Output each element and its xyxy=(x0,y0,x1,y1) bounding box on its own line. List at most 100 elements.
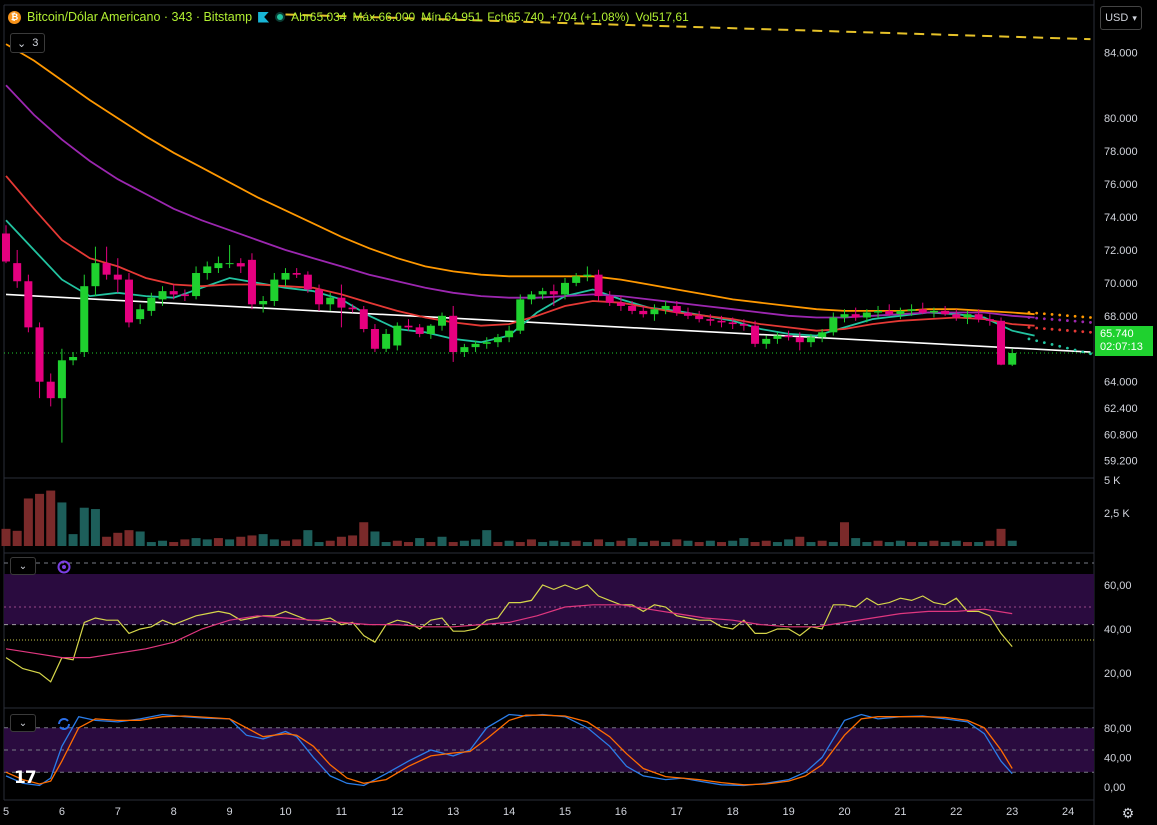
candle xyxy=(840,314,849,318)
candle xyxy=(393,325,402,346)
forecast-dot xyxy=(1066,314,1069,318)
volume-bar xyxy=(471,539,481,546)
candle xyxy=(247,259,256,305)
forecast-dot xyxy=(1073,329,1077,333)
volume-tick-label: 5 K xyxy=(1104,475,1121,487)
volume-bar xyxy=(213,538,223,546)
candle xyxy=(795,337,804,343)
candle xyxy=(315,289,324,305)
volume-bar xyxy=(962,542,972,546)
forecast-dot xyxy=(1042,317,1046,321)
indicators-toggle-button[interactable]: ⌄ 3 xyxy=(10,33,46,53)
volume-bar xyxy=(448,542,458,546)
forecast-dot xyxy=(1027,325,1031,329)
stoch-collapse-button[interactable]: ⌄ xyxy=(10,714,36,732)
volume-bar xyxy=(683,540,693,546)
stoch-refresh-icon[interactable] xyxy=(56,716,72,732)
volume-bar xyxy=(582,542,592,546)
forecast-dot xyxy=(1073,314,1077,318)
volume-bar xyxy=(918,542,928,546)
rsi-line xyxy=(5,604,1013,659)
volume-bar xyxy=(862,542,872,546)
forecast-dot xyxy=(1089,330,1092,334)
candle xyxy=(158,291,167,300)
volume-bar xyxy=(146,542,156,546)
candle xyxy=(818,332,827,338)
volume-bar xyxy=(23,498,33,546)
volume-bar xyxy=(191,538,201,546)
symbol-header: ₿ Bitcoin/Dólar Americano · 343 · Bitsta… xyxy=(8,7,689,27)
stoch-line xyxy=(5,714,1013,786)
candle xyxy=(829,317,838,333)
candle xyxy=(583,274,592,277)
y-tick-label: 64.000 xyxy=(1104,377,1138,389)
forecast-dot xyxy=(1042,341,1046,344)
forecast-dot xyxy=(1073,319,1077,323)
candle xyxy=(639,310,648,315)
volume-bar xyxy=(538,542,548,546)
volume-bar xyxy=(594,539,604,546)
candle xyxy=(784,335,793,338)
candle xyxy=(214,263,223,269)
forecast-dot xyxy=(1042,312,1046,316)
candle xyxy=(169,291,178,295)
volume-bar xyxy=(247,535,257,546)
volume-bar xyxy=(694,542,704,546)
candle xyxy=(594,274,603,297)
candle xyxy=(57,360,66,399)
forecast-dot xyxy=(1081,320,1085,324)
rsi-settings-icon[interactable] xyxy=(56,559,72,575)
candle xyxy=(616,302,625,306)
forecast-dot xyxy=(1089,321,1092,324)
candle xyxy=(180,294,189,297)
gear-icon[interactable]: ⚙ xyxy=(1121,804,1135,821)
y-tick-label: 60.800 xyxy=(1104,429,1138,441)
candle xyxy=(91,263,100,287)
volume-bar xyxy=(717,542,727,546)
volume-bar xyxy=(415,538,425,546)
volume-bar xyxy=(303,530,313,546)
volume-bar xyxy=(459,540,469,546)
forecast-dot xyxy=(1035,326,1039,330)
volume-bar xyxy=(1,528,11,546)
volume-bar xyxy=(929,540,939,546)
moving-average-line xyxy=(5,43,1035,316)
y-tick-label: 78.000 xyxy=(1104,146,1138,158)
rsi-line xyxy=(5,584,1013,683)
candle xyxy=(460,347,469,353)
volume-bar xyxy=(1007,540,1017,546)
forecast-dot xyxy=(1058,344,1062,348)
volume-bar xyxy=(169,542,179,546)
volume-bar xyxy=(672,539,682,546)
x-tick-label: 12 xyxy=(391,806,403,818)
volume-bar xyxy=(236,536,246,546)
symbol-title[interactable]: Bitcoin/Dólar Americano · 343 · Bitstamp xyxy=(27,10,253,24)
candle xyxy=(426,325,435,334)
volume-bar xyxy=(761,540,771,546)
volume-bar xyxy=(359,522,369,546)
currency-selector[interactable]: USD ▾ xyxy=(1100,6,1142,30)
candle xyxy=(348,307,357,310)
volume-bar xyxy=(828,542,838,546)
candle xyxy=(136,309,145,320)
candle xyxy=(762,338,771,344)
flag-icon[interactable] xyxy=(258,11,270,23)
y-tick-label: 59.200 xyxy=(1104,456,1138,468)
rsi-collapse-button[interactable]: ⌄ xyxy=(10,557,36,575)
candle xyxy=(806,337,815,343)
candle xyxy=(538,291,547,295)
candle xyxy=(24,281,33,328)
y-tick-label: 80.000 xyxy=(1104,113,1138,125)
last-price-value: 65.740 xyxy=(1100,328,1134,340)
candle xyxy=(862,312,871,318)
forecast-dot xyxy=(1050,327,1054,331)
forecast-dot xyxy=(1050,343,1054,346)
forecast-dot xyxy=(1081,350,1085,354)
volume-bar xyxy=(35,493,45,546)
candle xyxy=(382,333,391,349)
volume-bar xyxy=(895,540,905,546)
candle xyxy=(69,356,78,361)
forecast-dot xyxy=(1042,327,1046,330)
y-tick-label: 68.000 xyxy=(1104,311,1138,323)
